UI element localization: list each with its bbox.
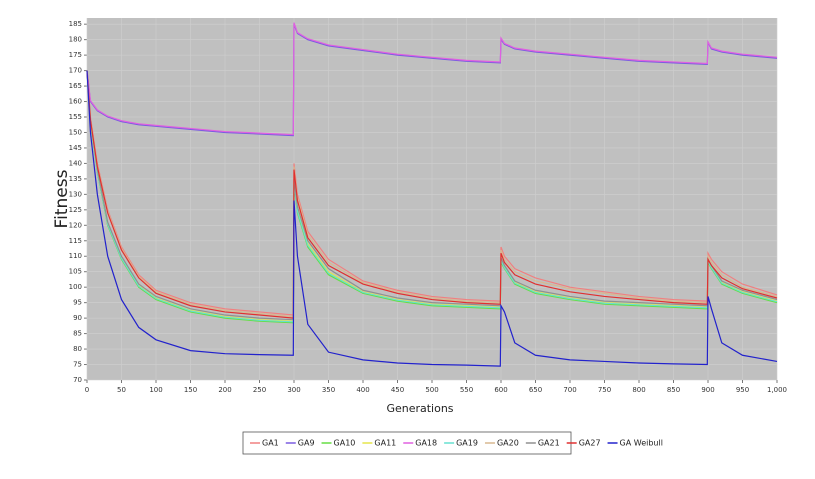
y-tick-label: 125	[69, 206, 82, 214]
legend-label: GA19	[456, 439, 478, 448]
legend-label: GA20	[497, 439, 519, 448]
series-line	[86, 70, 778, 319]
y-tick-label: 150	[69, 128, 82, 136]
x-tick-label: 900	[701, 386, 714, 394]
series-line	[86, 70, 778, 321]
legend: GA1 GA9 GA10 GA11 GA18 GA19 GA20 GA21 GA27 GA Wei…	[250, 439, 663, 448]
y-tick-label: 100	[69, 283, 82, 291]
x-tick-label: 250	[253, 386, 266, 394]
y-tick-label: 105	[69, 268, 82, 276]
x-tick-label: 400	[356, 386, 369, 394]
x-tick-label: 750	[598, 386, 611, 394]
y-tick-label: 155	[69, 113, 82, 121]
y-axis-label: Fitness	[52, 169, 72, 228]
series-line	[86, 70, 778, 324]
x-tick-label: 300	[287, 386, 300, 394]
x-tick-label: 800	[632, 386, 645, 394]
y-tick-label: 75	[73, 361, 82, 369]
y-tick-label: 95	[73, 299, 82, 307]
legend-label: GA9	[298, 439, 315, 448]
y-tick-label: 185	[69, 20, 82, 28]
y-tick-label: 160	[69, 98, 82, 106]
x-tick-label: 1,000	[767, 386, 787, 394]
y-tick-label: 85	[73, 330, 82, 338]
series-line	[86, 70, 778, 323]
y-tick-label: 145	[69, 144, 82, 152]
x-tick-label: 550	[460, 386, 473, 394]
x-tick-label: 100	[149, 386, 162, 394]
x-tick-label: 850	[667, 386, 680, 394]
x-tick-label: 0	[85, 386, 89, 394]
legend-label: GA Weibull	[620, 439, 663, 448]
y-tick-label: 175	[69, 51, 82, 59]
y-tick-label: 120	[69, 221, 82, 229]
x-tick-label: 150	[184, 386, 197, 394]
x-tick-label: 950	[736, 386, 749, 394]
series-line	[86, 23, 778, 137]
legend-label: GA27	[579, 439, 601, 448]
x-tick-label: 350	[322, 386, 335, 394]
legend-label: GA1	[262, 439, 279, 448]
x-axis-label: Generations	[386, 402, 453, 415]
legend-label: GA11	[374, 439, 396, 448]
x-tick-label: 600	[494, 386, 507, 394]
x-tick-label: 50	[117, 386, 126, 394]
legend-label: GA10	[334, 439, 356, 448]
y-tick-label: 80	[73, 345, 82, 353]
x-tick-label: 200	[218, 386, 231, 394]
y-tick-label: 170	[69, 67, 82, 75]
y-tick-label: 180	[69, 36, 82, 44]
x-tick-label: 450	[391, 386, 404, 394]
series-line	[86, 22, 778, 136]
x-tick-label: 500	[425, 386, 438, 394]
y-tick-label: 135	[69, 175, 82, 183]
legend-label: GA21	[538, 439, 560, 448]
x-tick-label: 650	[529, 386, 542, 394]
x-tick-label: 700	[563, 386, 576, 394]
y-tick-label: 115	[69, 237, 82, 245]
y-tick-label: 70	[73, 376, 82, 384]
y-tick-label: 165	[69, 82, 82, 90]
y-tick-label: 140	[69, 159, 82, 167]
y-tick-label: 130	[69, 190, 82, 198]
y-tick-label: 110	[69, 252, 82, 260]
series-line	[86, 70, 778, 316]
series-line	[86, 70, 778, 318]
y-tick-label: 90	[73, 314, 82, 322]
legend-label: GA18	[415, 439, 437, 448]
series-line	[86, 70, 778, 367]
